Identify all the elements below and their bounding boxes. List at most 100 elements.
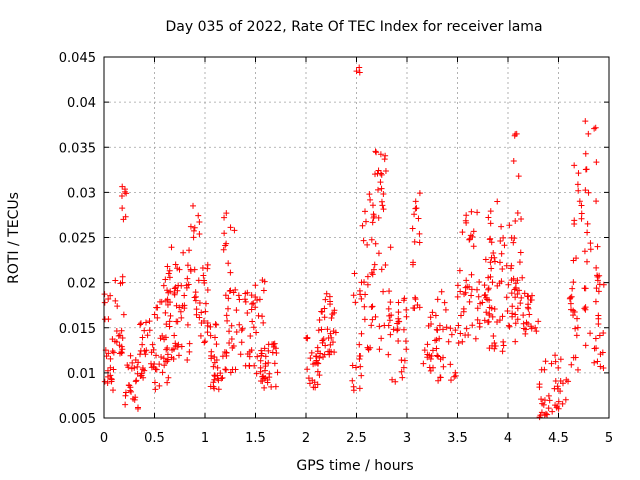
data-point (154, 314, 161, 321)
data-point (252, 282, 259, 289)
data-point (427, 367, 434, 374)
data-point (455, 322, 462, 329)
data-point (261, 345, 268, 352)
data-point (518, 294, 525, 301)
data-point (571, 221, 578, 228)
data-point (193, 306, 200, 313)
data-point (475, 293, 482, 300)
data-point (153, 304, 160, 311)
data-point (184, 262, 191, 269)
data-point (164, 287, 171, 294)
data-point (156, 382, 163, 389)
data-point (226, 288, 233, 295)
data-point (254, 297, 261, 304)
data-point (213, 357, 220, 364)
y-tick-label: 0.04 (67, 96, 96, 111)
data-point (313, 359, 320, 366)
data-point (574, 366, 581, 373)
data-point (591, 359, 598, 366)
data-point (581, 305, 588, 312)
data-point (519, 274, 526, 281)
x-tick-label: 5 (605, 431, 613, 446)
data-point (532, 324, 539, 331)
data-point (514, 290, 521, 297)
data-point (421, 347, 428, 354)
data-point (546, 397, 553, 404)
data-point (141, 367, 148, 374)
data-point (254, 353, 261, 360)
data-point (569, 285, 576, 292)
data-point (146, 318, 153, 325)
data-point (411, 211, 418, 218)
data-point (191, 224, 198, 231)
data-point (552, 358, 559, 365)
y-tick-label: 0.01 (67, 367, 96, 382)
data-point (412, 296, 419, 303)
data-point (436, 322, 443, 329)
data-point (392, 378, 399, 385)
data-point (262, 363, 269, 370)
y-tick-label: 0.025 (59, 232, 96, 247)
data-point (261, 367, 268, 374)
data-point (545, 405, 552, 412)
data-point (192, 297, 199, 304)
data-point (133, 377, 140, 384)
data-point (468, 208, 475, 215)
data-point (487, 273, 494, 280)
data-point (548, 360, 555, 367)
data-point (442, 306, 449, 313)
data-point (434, 327, 441, 334)
data-point (118, 349, 125, 356)
data-point (559, 400, 566, 407)
data-point (130, 395, 137, 402)
data-point (454, 293, 461, 300)
data-point (369, 316, 376, 323)
data-point (118, 343, 125, 350)
data-point (175, 352, 182, 359)
data-point (305, 375, 312, 382)
data-point (330, 328, 337, 335)
data-point (242, 290, 249, 297)
data-point (264, 379, 271, 386)
data-point (470, 243, 477, 250)
data-point (119, 279, 126, 286)
data-point (177, 308, 184, 315)
data-point (488, 239, 495, 246)
data-point (255, 312, 262, 319)
data-point (119, 205, 126, 212)
data-point (151, 379, 158, 386)
data-point (514, 277, 521, 284)
data-point (326, 348, 333, 355)
data-point (161, 336, 168, 343)
data-point (318, 326, 325, 333)
data-point (159, 369, 166, 376)
data-point (469, 322, 476, 329)
data-point (509, 310, 516, 317)
data-point (104, 380, 111, 387)
data-point (143, 347, 150, 354)
data-point (235, 292, 242, 299)
data-point (481, 282, 488, 289)
data-point (463, 277, 470, 284)
data-point (416, 230, 423, 237)
data-point (329, 339, 336, 346)
data-point (304, 366, 311, 373)
data-point (125, 382, 132, 389)
data-point (307, 355, 314, 362)
data-point (110, 349, 117, 356)
data-point (463, 212, 470, 219)
data-point (221, 230, 228, 237)
data-point (369, 219, 376, 226)
data-point (390, 326, 397, 333)
data-point (150, 346, 157, 353)
data-point (202, 308, 209, 315)
data-point (137, 347, 144, 354)
data-point (454, 282, 461, 289)
data-point (306, 380, 313, 387)
data-point (595, 288, 602, 295)
data-point (595, 321, 602, 328)
data-point (538, 409, 545, 416)
data-point (361, 279, 368, 286)
data-point (221, 214, 228, 221)
data-point (591, 125, 598, 132)
